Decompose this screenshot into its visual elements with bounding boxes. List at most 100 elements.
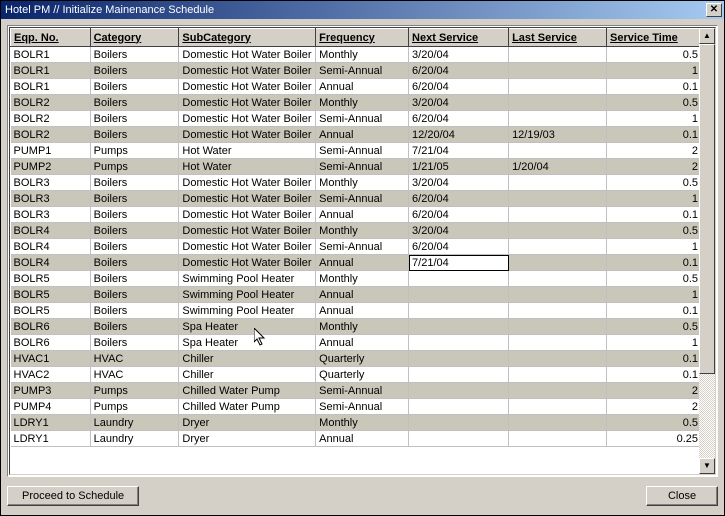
cell-sub[interactable]: Chilled Water Pump [179,383,316,399]
cell-freq[interactable]: Monthly [316,319,409,335]
cell-freq[interactable]: Semi-Annual [316,239,409,255]
table-row[interactable]: BOLR5BoilersSwimming Pool HeaterMonthly0… [11,271,700,287]
cell-eqp[interactable]: BOLR4 [11,255,91,271]
table-row[interactable]: BOLR2BoilersDomestic Hot Water BoilerSem… [11,111,700,127]
column-header[interactable]: Frequency [316,29,409,47]
cell-last[interactable]: 12/19/03 [509,127,607,143]
cell-cat[interactable]: Boilers [90,79,179,95]
cell-next[interactable]: 7/21/04 [409,143,509,159]
cell-next[interactable]: 3/20/04 [409,175,509,191]
vertical-scrollbar[interactable]: ▲ ▼ [699,28,715,474]
cell-sub[interactable]: Dryer [179,415,316,431]
cell-cat[interactable]: Boilers [90,127,179,143]
cell-cat[interactable]: Pumps [90,383,179,399]
cell-freq[interactable]: Annual [316,431,409,447]
cell-sub[interactable]: Domestic Hot Water Boiler [179,255,316,271]
cell-last[interactable] [509,191,607,207]
column-header[interactable]: SubCategory [179,29,316,47]
cell-cat[interactable]: Boilers [90,303,179,319]
cell-next[interactable]: 6/20/04 [409,207,509,223]
table-row[interactable]: BOLR3BoilersDomestic Hot Water BoilerSem… [11,191,700,207]
cell-next[interactable]: 6/20/04 [409,191,509,207]
cell-eqp[interactable]: PUMP2 [11,159,91,175]
cell-time[interactable]: 0.5 [607,175,699,191]
cell-eqp[interactable]: BOLR5 [11,287,91,303]
cell-time[interactable]: 2 [607,143,699,159]
cell-cat[interactable]: Pumps [90,143,179,159]
cell-cat[interactable]: Boilers [90,223,179,239]
table-row[interactable]: BOLR5BoilersSwimming Pool HeaterAnnual0.… [11,303,700,319]
cell-next[interactable] [409,335,509,351]
cell-last[interactable] [509,47,607,63]
table-row[interactable]: BOLR5BoilersSwimming Pool HeaterAnnual1 [11,287,700,303]
cell-next[interactable] [409,319,509,335]
cell-last[interactable] [509,223,607,239]
cell-freq[interactable]: Annual [316,255,409,271]
cell-time[interactable]: 0.5 [607,223,699,239]
cell-time[interactable]: 0.1 [607,79,699,95]
cell-eqp[interactable]: BOLR4 [11,239,91,255]
cell-sub[interactable]: Domestic Hot Water Boiler [179,47,316,63]
cell-freq[interactable]: Monthly [316,47,409,63]
cell-freq[interactable]: Quarterly [316,367,409,383]
cell-freq[interactable]: Semi-Annual [316,111,409,127]
table-row[interactable]: BOLR6BoilersSpa HeaterMonthly0.5 [11,319,700,335]
cell-freq[interactable]: Annual [316,303,409,319]
cell-freq[interactable]: Monthly [316,175,409,191]
cell-sub[interactable]: Domestic Hot Water Boiler [179,127,316,143]
cell-last[interactable] [509,383,607,399]
cell-next[interactable] [409,303,509,319]
cell-sub[interactable]: Swimming Pool Heater [179,287,316,303]
table-row[interactable]: PUMP1PumpsHot WaterSemi-Annual7/21/042 [11,143,700,159]
cell-sub[interactable]: Domestic Hot Water Boiler [179,63,316,79]
cell-sub[interactable]: Domestic Hot Water Boiler [179,223,316,239]
cell-time[interactable]: 0.1 [607,127,699,143]
cell-next[interactable] [409,351,509,367]
cell-last[interactable] [509,399,607,415]
cell-cat[interactable]: Boilers [90,287,179,303]
cell-eqp[interactable]: PUMP4 [11,399,91,415]
cell-last[interactable] [509,287,607,303]
cell-last[interactable] [509,319,607,335]
cell-eqp[interactable]: BOLR2 [11,127,91,143]
cell-next[interactable] [409,415,509,431]
cell-cat[interactable]: Boilers [90,95,179,111]
cell-sub[interactable]: Domestic Hot Water Boiler [179,239,316,255]
titlebar[interactable]: Hotel PM // Initialize Mainenance Schedu… [1,1,724,19]
cell-time[interactable]: 2 [607,159,699,175]
cell-next[interactable]: 6/20/04 [409,239,509,255]
cell-last[interactable] [509,207,607,223]
cell-next[interactable] [409,367,509,383]
cell-sub[interactable]: Domestic Hot Water Boiler [179,175,316,191]
cell-next[interactable]: 12/20/04 [409,127,509,143]
table-row[interactable]: BOLR2BoilersDomestic Hot Water BoilerAnn… [11,127,700,143]
cell-eqp[interactable]: BOLR4 [11,223,91,239]
cell-time[interactable]: 0.1 [607,207,699,223]
cell-cat[interactable]: Boilers [90,111,179,127]
cell-freq[interactable]: Annual [316,79,409,95]
cell-time[interactable]: 0.5 [607,47,699,63]
cell-last[interactable] [509,415,607,431]
cell-eqp[interactable]: PUMP1 [11,143,91,159]
column-header[interactable]: Category [90,29,179,47]
cell-last[interactable] [509,95,607,111]
cell-sub[interactable]: Domestic Hot Water Boiler [179,95,316,111]
cell-time[interactable]: 0.5 [607,95,699,111]
cell-cat[interactable]: Boilers [90,239,179,255]
cell-time[interactable]: 1 [607,111,699,127]
maintenance-table[interactable]: Eqp. No.CategorySubCategoryFrequencyNext… [10,28,699,447]
cell-cat[interactable]: Boilers [90,271,179,287]
cell-time[interactable]: 0.1 [607,255,699,271]
cell-time[interactable]: 0.1 [607,303,699,319]
cell-eqp[interactable]: BOLR1 [11,47,91,63]
cell-cat[interactable]: Boilers [90,175,179,191]
cell-cat[interactable]: Pumps [90,399,179,415]
cell-last[interactable] [509,175,607,191]
cell-last[interactable] [509,79,607,95]
column-header[interactable]: Last Service [509,29,607,47]
cell-eqp[interactable]: BOLR2 [11,95,91,111]
cell-time[interactable]: 1 [607,287,699,303]
cell-next[interactable] [409,271,509,287]
cell-cat[interactable]: Boilers [90,191,179,207]
table-row[interactable]: BOLR1BoilersDomestic Hot Water BoilerAnn… [11,79,700,95]
